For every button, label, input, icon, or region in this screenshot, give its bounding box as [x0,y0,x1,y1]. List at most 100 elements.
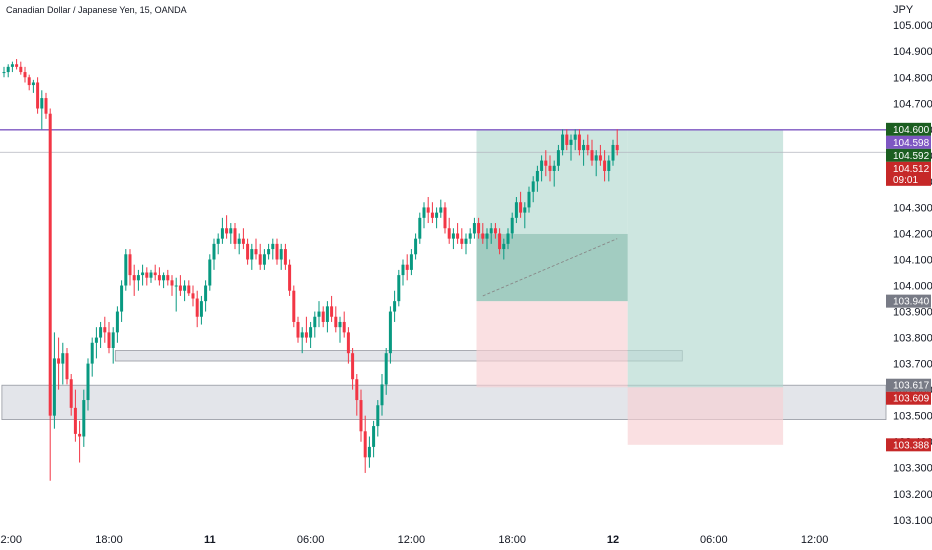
candle-body [359,400,363,432]
candle-body [330,306,334,317]
candle-body [292,290,296,322]
candle-body [514,202,518,218]
candle [132,264,136,296]
candle [489,223,493,244]
candle [577,129,581,156]
candle [531,176,535,203]
candle-body [481,233,485,239]
candle-body [103,327,107,333]
candle-body [124,254,128,286]
candle-body [279,249,283,260]
x-tick-label: 06:00 [297,534,325,546]
candle [313,311,317,338]
candle [367,436,371,468]
candle [241,228,245,250]
candle-body [254,249,258,255]
candle [502,238,506,260]
candle [111,327,115,364]
candle-body [544,160,548,166]
candle-body [191,293,195,299]
candle-body [607,160,611,171]
candle-body [355,379,359,401]
candle-body [603,160,607,171]
candle-body [506,233,510,244]
candle [376,400,380,437]
candle-body [275,243,279,260]
candle-body [477,223,481,234]
candle [414,233,418,260]
candle-body [183,285,187,291]
candle [561,129,565,156]
candle [124,249,128,291]
candle [15,59,19,70]
candle [233,223,237,250]
candle-body [145,272,149,278]
candle-body [94,337,98,343]
y-tick-label: 103.800 [893,333,932,345]
y-tick-label: 104.200 [893,228,932,240]
candle-body [456,233,460,239]
candle [36,77,40,114]
price-badge-bg [886,122,931,136]
price-badge-label: 103.609 [893,394,930,405]
candle-body [376,405,380,427]
candle [90,337,94,377]
candle-body [573,134,577,140]
x-tick-label: 18:00 [95,534,123,546]
candle-body [380,384,384,406]
candle-body [401,264,405,276]
candle [174,277,178,312]
candle [447,217,451,244]
price-badge-label: 104.512 [893,164,930,175]
trend-line[interactable] [482,238,618,297]
candle [611,139,615,166]
price-badge: 104.592 [886,148,931,162]
price-badge: 103.940 [886,294,931,308]
price-badge-bg [886,378,931,392]
x-tick-label: 06:00 [700,534,728,546]
candle-body [90,342,94,364]
candle [397,269,401,307]
candle [330,295,334,322]
price-badge-bg [886,438,931,452]
candle [548,155,552,182]
candle [69,374,73,416]
candle [544,150,548,177]
candle [460,228,464,250]
price-badge-label: 104.598 [893,138,930,149]
candle [519,191,523,218]
candle [128,249,132,286]
x-axis[interactable]: 12:00 18:00 11 06:00 12:00 18:00 12 06:00 12:00 [0,534,828,546]
candle [456,223,460,244]
candle-body [174,285,178,287]
candle-body [489,228,493,234]
candle-body [447,228,451,239]
candle [527,186,531,213]
candle-body [611,144,615,161]
candle [451,228,455,250]
candle-body [162,275,166,281]
candle-body [367,446,371,458]
candle-body [258,254,262,265]
candle [573,129,577,151]
candle-body [19,66,23,73]
candle-body [31,82,35,86]
candle-body [27,77,31,86]
candle [170,275,174,296]
candle-body [288,264,292,291]
candle [141,264,145,286]
candle-body [418,217,422,239]
candle [216,233,220,255]
candle [296,316,300,343]
candle-body [170,280,174,286]
candle [472,217,476,239]
candle-body [229,228,233,234]
candle-body [271,243,275,250]
candle [6,64,10,78]
candle-body [334,316,338,328]
y-tick-label: 103.200 [893,489,932,501]
candle-body [44,98,48,114]
candle-body [250,249,254,260]
candle-body [531,181,535,192]
